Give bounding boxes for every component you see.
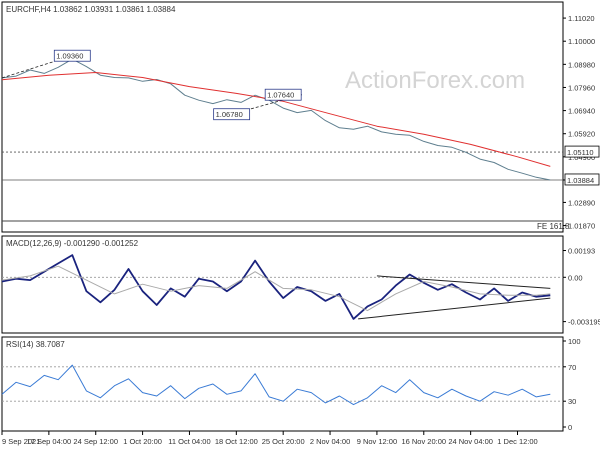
y-tick-label: 100	[568, 337, 581, 346]
annotation-box	[213, 108, 251, 121]
annotation-label: 1.06780	[216, 110, 243, 119]
price-level-label: 1.05110	[567, 148, 594, 157]
price-layer: 1.11020 1.10000 1.08980 1.07960 1.06940 1.059…	[1, 14, 600, 231]
y-tick-label: 1.11020	[568, 14, 595, 23]
y-tick-label: 0	[568, 423, 572, 432]
x-tick-label: 2 Nov 04:00	[310, 437, 350, 446]
y-tick-label: 1.07960	[568, 83, 595, 92]
x-tick-label: 16 Nov 20:00	[401, 437, 446, 446]
price-title: EURCHF,H4 1.03862 1.03931 1.03861 1.0388…	[6, 5, 176, 14]
rsi-title: RSI(14) 38.7087	[6, 340, 65, 349]
x-tick-label: 25 Oct 20:00	[262, 437, 305, 446]
series-line	[1, 72, 551, 167]
y-tick-label: 0.00193	[568, 247, 595, 256]
x-tick-label: 11 Oct 04:00	[168, 437, 210, 446]
trendline	[376, 275, 551, 289]
trendline	[358, 297, 551, 320]
annotation-label: 1.07640	[267, 91, 294, 100]
x-tick-label: 17 Sep 04:00	[27, 437, 72, 446]
x-tick-label: 18 Oct 12:00	[215, 437, 258, 446]
rsi-panel-frame	[1, 336, 564, 432]
y-tick-label: -0.003195	[568, 318, 600, 327]
y-tick-label: 70	[568, 363, 576, 372]
y-tick-label: 0.00	[568, 273, 583, 282]
y-tick-label: 1.01870	[568, 222, 595, 231]
x-tick-label: 24 Nov 04:00	[448, 437, 493, 446]
y-tick-label: 1.06940	[568, 107, 595, 116]
macd-panel-frame	[1, 235, 564, 334]
series-line	[1, 265, 551, 312]
y-tick-label: 1.08980	[568, 60, 595, 69]
rsi-layer: 100 70 30 0	[1, 337, 581, 432]
series-line	[1, 364, 551, 406]
x-tick-label: 24 Sep 12:00	[73, 437, 118, 446]
price-level-tag	[564, 145, 600, 158]
price-level-label: 1.03884	[567, 176, 594, 185]
y-tick-label: 1.02890	[568, 198, 595, 207]
annotation-label: 1.09360	[56, 52, 83, 61]
y-tick-label: 1.10000	[568, 37, 595, 46]
series-line	[1, 254, 551, 320]
x-tick-label: 1 Dec 12:00	[497, 437, 537, 446]
y-tick-label: 30	[568, 397, 576, 406]
watermark: ActionForex.com	[345, 67, 525, 94]
x-tick-label: 9 Nov 12:00	[357, 437, 397, 446]
annotation-box	[264, 88, 302, 101]
macd-title: MACD(12,26,9) -0.001290 -0.001252	[6, 239, 139, 248]
x-tick-label: 9 Sep 2021	[2, 437, 40, 446]
y-tick-label: 1.05920	[568, 130, 595, 139]
fe-label: FE 161.8	[537, 222, 570, 231]
x-tick-label: 1 Oct 20:00	[123, 437, 162, 446]
price-level-tag	[564, 173, 600, 186]
price-panel-frame	[1, 1, 564, 233]
series-line	[1, 58, 551, 181]
macd-layer: 0.00193 0.00 -0.003195	[1, 247, 600, 327]
annotation-box	[53, 49, 91, 62]
